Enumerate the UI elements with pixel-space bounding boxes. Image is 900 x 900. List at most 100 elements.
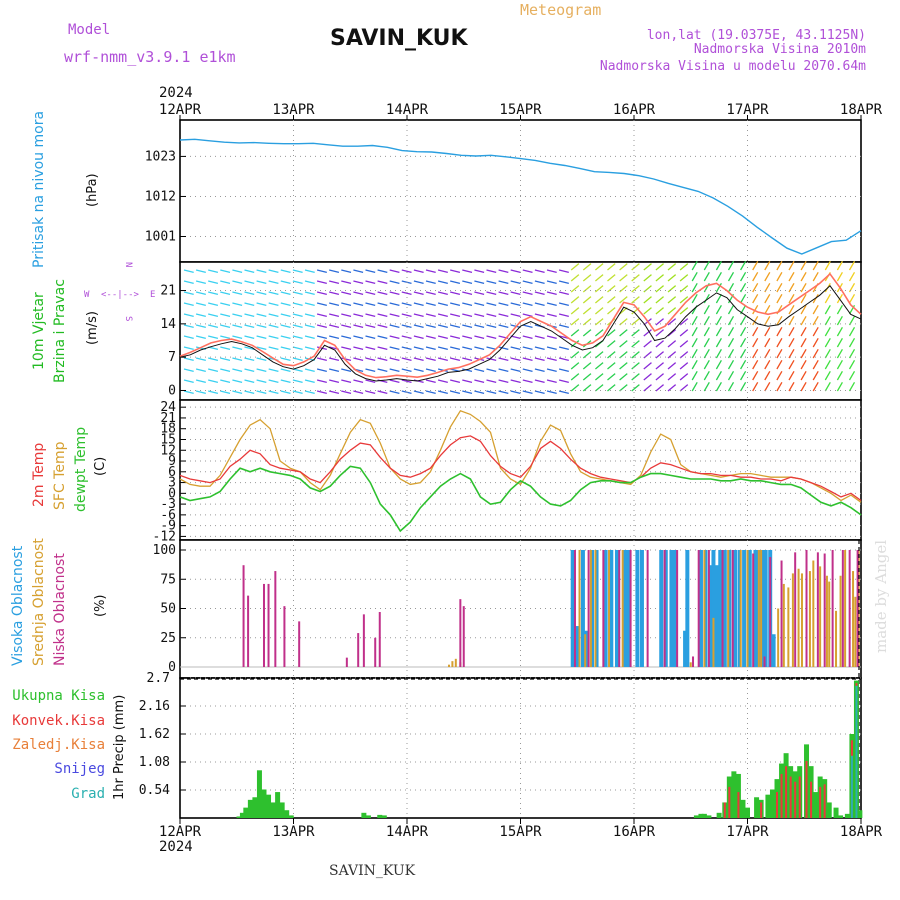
wind-barb <box>498 291 509 296</box>
mid-cloud-bar <box>812 560 815 667</box>
wind-barb <box>450 390 461 395</box>
wind-barb <box>643 307 652 315</box>
wind-barb <box>703 338 710 348</box>
wind-barb <box>679 373 689 381</box>
wind-barb <box>183 379 194 384</box>
precip-total-bar <box>279 802 285 818</box>
low-cloud-bar <box>618 550 621 667</box>
wind-barb <box>304 269 315 274</box>
wind-barb <box>208 269 219 274</box>
wind-barb <box>244 302 255 307</box>
precip-total-bar <box>765 794 771 818</box>
wind-barb <box>268 302 279 307</box>
high-cloud-bar <box>584 630 589 667</box>
wind-barb <box>800 261 807 271</box>
high-cloud-bar <box>733 550 738 667</box>
wind-barb <box>667 340 677 348</box>
wind-barb <box>619 329 628 337</box>
wind-barb <box>377 335 388 340</box>
wind-barb <box>752 338 759 348</box>
mid-cloud-bar <box>800 573 803 667</box>
wind-barb <box>631 373 640 381</box>
wind-barb <box>607 274 616 282</box>
wind-barb <box>679 296 689 304</box>
mid-cloud-bar <box>835 610 838 667</box>
wind-barb <box>752 382 759 392</box>
wind-barb <box>498 280 509 285</box>
high-cloud-bar <box>590 550 595 667</box>
wind-barb <box>812 349 819 359</box>
wind-barb <box>558 357 569 362</box>
low-cloud-bar <box>357 633 360 667</box>
wind-barb <box>462 302 473 307</box>
wind-barb <box>413 335 424 340</box>
wind-barb <box>788 371 795 381</box>
precip-total-bar <box>236 816 242 818</box>
date-tick-label-bottom: 18APR <box>840 824 883 840</box>
wind-barb <box>655 373 664 381</box>
wind-barb <box>800 305 807 315</box>
precip-total-bar <box>706 815 712 818</box>
wind-barb <box>594 274 604 282</box>
wind-barb <box>474 280 485 285</box>
low-cloud-bar <box>374 637 377 667</box>
wind-barb <box>413 269 424 274</box>
pressure-axis-label: Pritisak na nivou mora <box>31 111 47 268</box>
wind-barb <box>679 318 689 326</box>
precip-total-bar <box>701 813 707 818</box>
wind-barb <box>389 368 400 373</box>
wind-barb <box>667 362 677 370</box>
wind-barb <box>740 294 747 304</box>
wind-barb <box>256 313 267 318</box>
wind-barb <box>316 335 327 340</box>
wind-barb <box>582 263 592 271</box>
wind-barb <box>437 269 448 274</box>
wind-barb <box>546 390 557 395</box>
station-title: SAVIN_KUK <box>330 26 469 51</box>
mid-cloud-bar <box>727 550 730 667</box>
wind-barb <box>570 351 580 359</box>
wind-barb <box>220 335 231 340</box>
wind-barb <box>220 390 231 395</box>
wind-barb <box>450 324 461 329</box>
wind-barb <box>570 263 580 271</box>
wind-barb <box>570 362 580 370</box>
wind-barb <box>256 302 267 307</box>
wind-barb <box>727 327 735 337</box>
wind-barb <box>365 302 376 307</box>
wind-barb <box>329 368 340 373</box>
wind-barb <box>764 261 771 271</box>
wind-barb <box>244 335 255 340</box>
wind-barb <box>546 357 557 362</box>
wind-barb <box>534 379 545 384</box>
date-tick-label-top: 12APR <box>159 102 202 118</box>
model-elevation-text: Nadmorska Visina u modelu 2070.64m <box>600 59 866 74</box>
wind-barb <box>836 382 843 392</box>
wind-barb <box>764 327 771 337</box>
wind-barb <box>607 340 616 348</box>
wind-barb <box>450 335 461 340</box>
wind-barb <box>450 357 461 362</box>
wind-barb <box>329 335 340 340</box>
wind-barb <box>486 390 497 395</box>
wind-barb <box>679 384 689 392</box>
wind-barb <box>208 390 219 395</box>
precip-total-bar <box>266 794 272 818</box>
wind-barb <box>365 390 376 395</box>
legend-freezing: Zaledj.Kisa <box>12 737 105 753</box>
wind-barb <box>715 305 722 315</box>
wind-barb <box>740 316 747 326</box>
precip-convective-bar <box>760 802 763 818</box>
wind-barb <box>450 269 461 274</box>
precip-total-bar <box>698 813 704 818</box>
high-cloud-bar <box>708 565 713 667</box>
wind-barb <box>208 368 219 373</box>
mid-cloud-bar <box>808 571 811 667</box>
precip-total-bar <box>288 815 294 818</box>
wind-barb <box>655 274 664 282</box>
wind-barb <box>607 362 616 370</box>
precip-total-bar <box>833 807 839 818</box>
wind-barb <box>764 338 771 348</box>
wind-barb <box>462 368 473 373</box>
wind-barb <box>329 269 340 274</box>
